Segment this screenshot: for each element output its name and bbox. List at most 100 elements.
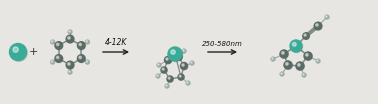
Circle shape [305, 54, 308, 56]
Circle shape [13, 47, 19, 52]
Circle shape [296, 62, 304, 70]
Circle shape [187, 82, 188, 83]
Circle shape [66, 35, 74, 43]
Circle shape [178, 74, 184, 80]
Circle shape [284, 61, 292, 69]
Circle shape [68, 71, 72, 74]
Circle shape [316, 59, 320, 63]
Circle shape [284, 61, 293, 69]
Circle shape [183, 50, 184, 51]
Circle shape [67, 36, 74, 43]
Circle shape [280, 72, 284, 76]
Circle shape [168, 77, 170, 79]
Circle shape [157, 75, 158, 76]
Circle shape [304, 52, 312, 60]
Circle shape [297, 64, 300, 66]
Circle shape [68, 30, 72, 34]
Circle shape [157, 63, 161, 67]
Circle shape [317, 60, 318, 61]
Circle shape [67, 62, 74, 69]
Circle shape [296, 62, 304, 70]
Circle shape [316, 59, 320, 63]
Circle shape [77, 42, 85, 49]
Circle shape [186, 81, 190, 85]
Circle shape [179, 75, 181, 77]
Circle shape [325, 15, 329, 19]
Circle shape [316, 24, 318, 26]
Circle shape [182, 49, 186, 53]
Circle shape [55, 55, 62, 62]
Circle shape [158, 64, 159, 65]
Circle shape [51, 60, 54, 64]
Circle shape [69, 31, 70, 32]
Circle shape [191, 62, 192, 63]
Circle shape [51, 41, 53, 42]
Circle shape [86, 40, 89, 44]
Circle shape [164, 56, 172, 64]
Text: +: + [28, 47, 38, 57]
Circle shape [304, 52, 312, 60]
Circle shape [176, 54, 182, 60]
Circle shape [169, 48, 183, 62]
Circle shape [280, 72, 284, 76]
Circle shape [281, 73, 282, 74]
Circle shape [68, 70, 72, 74]
Circle shape [78, 55, 85, 63]
Circle shape [326, 16, 327, 17]
Circle shape [156, 74, 160, 78]
Circle shape [177, 55, 179, 57]
Circle shape [162, 68, 164, 70]
Circle shape [302, 73, 306, 77]
Circle shape [167, 76, 173, 82]
Circle shape [271, 57, 275, 61]
Circle shape [178, 74, 184, 80]
Circle shape [85, 60, 89, 64]
Circle shape [56, 56, 59, 59]
Circle shape [314, 22, 322, 30]
Circle shape [182, 49, 186, 53]
Circle shape [55, 55, 63, 63]
Circle shape [303, 74, 304, 75]
Circle shape [182, 64, 184, 66]
Text: 250-580nm: 250-580nm [202, 41, 243, 47]
Circle shape [286, 63, 288, 65]
Circle shape [165, 57, 172, 64]
Circle shape [66, 61, 74, 69]
Circle shape [176, 54, 182, 60]
Circle shape [290, 40, 302, 52]
Circle shape [166, 85, 167, 86]
Circle shape [79, 43, 81, 46]
Circle shape [9, 43, 26, 61]
Circle shape [156, 74, 160, 78]
Circle shape [86, 41, 87, 42]
Circle shape [303, 33, 310, 40]
Circle shape [167, 76, 173, 82]
Circle shape [56, 43, 59, 46]
Circle shape [51, 61, 53, 62]
Circle shape [166, 58, 168, 60]
Circle shape [77, 55, 85, 62]
Circle shape [191, 61, 194, 65]
Circle shape [280, 50, 288, 58]
Circle shape [68, 30, 72, 34]
Circle shape [325, 15, 329, 19]
Circle shape [78, 42, 85, 50]
Circle shape [79, 56, 81, 59]
Circle shape [68, 63, 70, 65]
Circle shape [165, 84, 169, 88]
Circle shape [86, 61, 87, 62]
Circle shape [282, 52, 284, 54]
Circle shape [69, 71, 70, 72]
Circle shape [293, 42, 296, 46]
Text: 4-12K: 4-12K [105, 38, 127, 47]
Circle shape [51, 60, 54, 64]
Circle shape [168, 47, 182, 61]
Circle shape [272, 58, 273, 59]
Circle shape [190, 61, 194, 65]
Circle shape [303, 33, 309, 39]
Circle shape [181, 63, 188, 70]
Circle shape [181, 63, 187, 69]
Circle shape [280, 50, 288, 58]
Circle shape [55, 42, 62, 49]
Circle shape [86, 60, 89, 64]
